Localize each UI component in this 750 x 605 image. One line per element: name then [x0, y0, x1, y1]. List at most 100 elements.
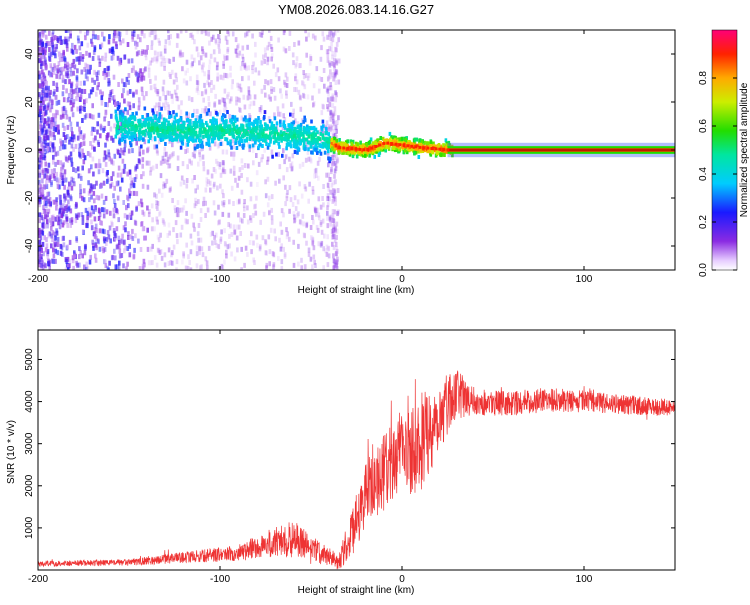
- spectrogram-cell: [44, 130, 48, 136]
- spectrogram-cell: [283, 159, 286, 165]
- spectrogram-cell: [124, 107, 127, 112]
- spectrogram-cell: [320, 45, 323, 51]
- spectrogram-cell: [224, 73, 228, 78]
- spectrogram-cell: [79, 55, 83, 61]
- spectrogram-cell: [291, 52, 295, 58]
- spectrogram-cell: [311, 126, 314, 131]
- spectrogram-cell: [180, 175, 184, 181]
- spectrogram-cell: [251, 147, 255, 153]
- spectrogram-cell: [175, 233, 179, 239]
- spectrogram-cell: [61, 175, 64, 181]
- spectrogram-cell: [45, 180, 48, 186]
- spectrogram-cell: [42, 205, 45, 211]
- spectrogram-peak: [422, 146, 426, 150]
- spectrogram-cell: [189, 76, 192, 82]
- spectrogram-cell: [50, 37, 53, 42]
- spectrogram-cell: [278, 144, 281, 149]
- spectrogram-cell: [191, 178, 194, 184]
- spectrogram-cell: [158, 102, 161, 108]
- spectrogram-cell: [73, 253, 76, 259]
- spectrogram-cell: [60, 70, 63, 76]
- spectrogram-cell: [120, 137, 124, 142]
- spectrogram-cell: [150, 45, 154, 50]
- spectrogram-cell: [45, 109, 48, 115]
- spectrogram-cell: [91, 239, 94, 245]
- spectrogram-cell: [122, 200, 125, 205]
- spectrogram-cell: [58, 74, 61, 80]
- spectrogram-cell: [129, 143, 133, 148]
- spectrogram-cell: [217, 34, 220, 39]
- spectrogram-cell: [198, 60, 201, 66]
- spectrogram-cell: [305, 127, 309, 132]
- spectrogram-cell: [304, 130, 308, 135]
- spectrogram-cell: [46, 253, 50, 259]
- spectrogram-cell: [265, 142, 268, 146]
- spectrogram-cell: [46, 191, 49, 197]
- spectrogram-cell: [126, 261, 129, 267]
- spectrogram-cell: [108, 48, 112, 54]
- spectrogram-cell: [255, 137, 258, 142]
- spectrogram-cell: [247, 90, 251, 96]
- spectrogram-cell: [248, 240, 252, 245]
- spectrogram-cell: [284, 184, 287, 190]
- spectrogram-cell: [174, 134, 178, 139]
- spectrogram-cell: [231, 133, 235, 138]
- spectrogram-cell: [204, 88, 208, 94]
- spectrogram-cell: [415, 146, 418, 151]
- spectrogram-cell: [177, 33, 180, 39]
- spectrogram-cell: [38, 174, 42, 180]
- spectrogram-cell: [83, 264, 86, 270]
- spectrogram-cell: [44, 118, 47, 124]
- spectrogram-cell: [331, 95, 334, 101]
- spectrogram-cell: [311, 264, 314, 270]
- spectrogram-cell: [327, 74, 331, 80]
- spectrogram-cell: [81, 118, 84, 123]
- spectrogram-cell: [142, 129, 146, 134]
- spectrogram-cell: [185, 111, 188, 116]
- spectrogram-cell: [41, 116, 44, 122]
- spectrogram-cell: [93, 47, 97, 53]
- spectrogram-cell: [48, 197, 52, 202]
- spectrogram-cell: [104, 52, 108, 58]
- spectrogram-cell: [104, 56, 107, 62]
- spectrogram-cell: [86, 215, 89, 221]
- spectrogram-cell: [298, 139, 302, 144]
- spectrogram-cell: [314, 35, 317, 41]
- spectrogram-cell: [263, 147, 266, 153]
- spectrogram-cell: [331, 241, 334, 247]
- spectrogram-peak: [426, 146, 430, 150]
- spectrogram-cell: [254, 140, 257, 145]
- spectrogram-cell: [179, 109, 183, 115]
- spectrogram-cell: [128, 135, 131, 140]
- spectrogram-cell: [436, 144, 440, 149]
- spectrogram-cell: [282, 246, 285, 252]
- spectrogram-cell: [329, 36, 333, 41]
- spectrogram-cell: [80, 69, 84, 75]
- spectrogram-cell: [317, 136, 320, 141]
- spectrogram-cell: [171, 250, 174, 256]
- spectrogram-cell: [204, 89, 208, 95]
- spectrogram-cell: [226, 129, 229, 134]
- spectrogram-cell: [377, 147, 380, 152]
- spectrogram-cell: [443, 153, 446, 157]
- spectrogram-cell: [53, 65, 57, 71]
- spectrogram-cell: [329, 124, 333, 130]
- spectrogram-cell: [47, 117, 51, 123]
- spectrogram-cell: [138, 70, 142, 76]
- spectrogram-cell: [148, 32, 152, 38]
- spectrogram-cell: [96, 85, 99, 91]
- spectrogram-cell: [336, 259, 339, 265]
- spectrogram-cell: [45, 128, 49, 134]
- spectrogram-cell: [221, 265, 225, 270]
- spectrogram-cell: [44, 42, 48, 48]
- spectrogram-cell: [336, 145, 340, 150]
- spectrogram-cell: [97, 82, 100, 88]
- spectrogram-cell: [182, 253, 185, 259]
- spectrogram-cell: [45, 243, 49, 249]
- spectrogram-cell: [118, 239, 121, 245]
- spectrogram-cell: [231, 31, 235, 37]
- spectrogram-xlabel: Height of straight line (km): [298, 285, 415, 296]
- spectrogram-cell: [299, 122, 303, 127]
- spectrogram-cell: [67, 206, 70, 212]
- spectrogram-cell: [262, 128, 265, 133]
